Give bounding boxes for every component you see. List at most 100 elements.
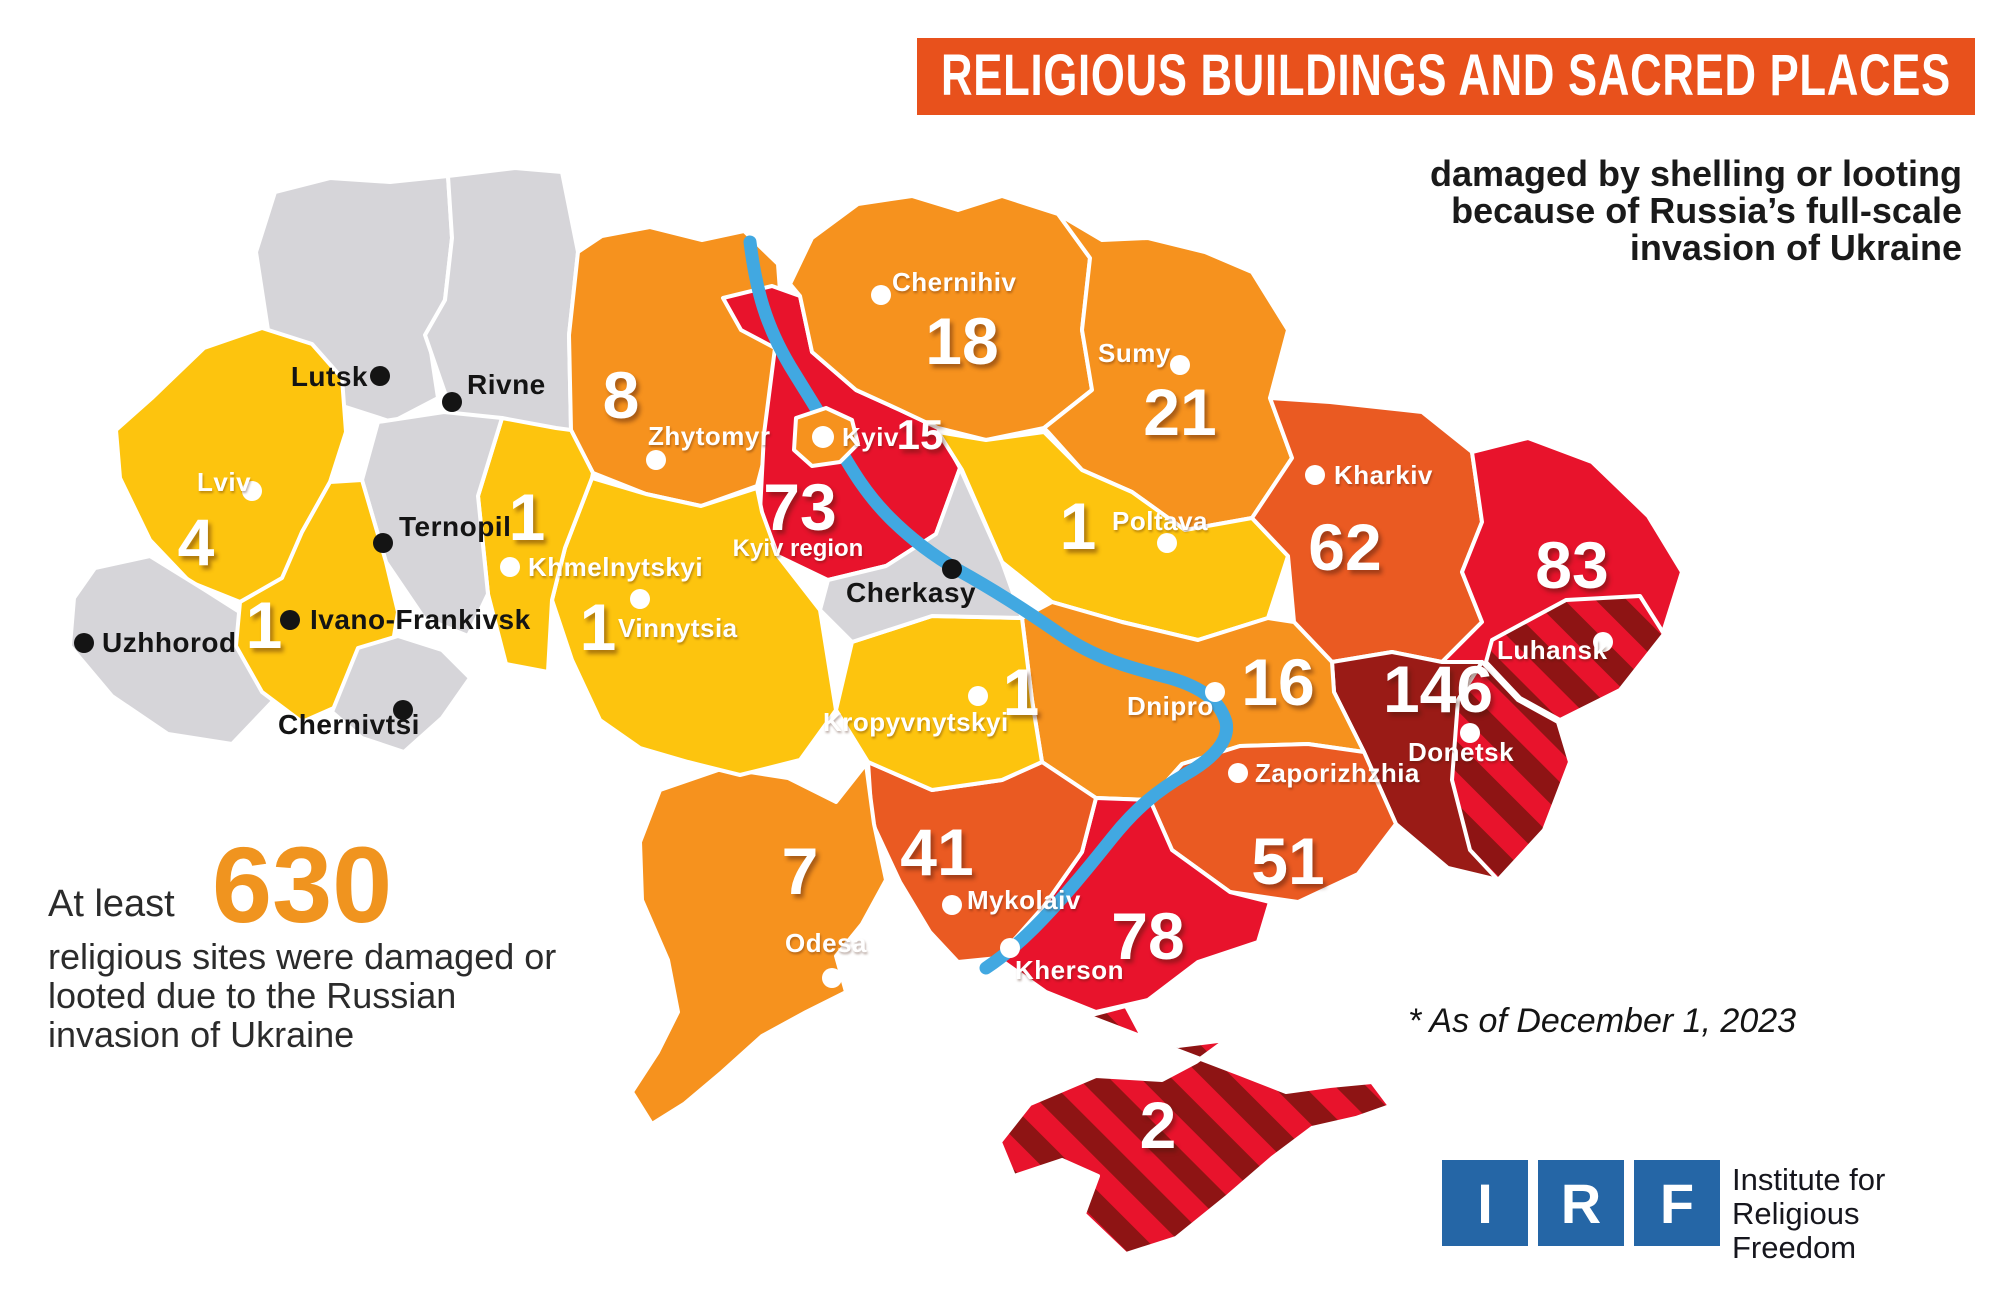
count-ivano-frankivsk: 1 bbox=[246, 588, 283, 662]
city-dot-kropyvnytskyi bbox=[968, 686, 988, 706]
city-label-chernivtsi: Chernivtsi bbox=[278, 709, 420, 740]
count-vinnytsia: 1 bbox=[580, 590, 617, 664]
title-banner bbox=[917, 38, 1975, 115]
city-label-lutsk: Lutsk bbox=[291, 361, 368, 392]
city-label-lviv: Lviv bbox=[197, 467, 251, 497]
irf-logo-square-f bbox=[1634, 1160, 1720, 1246]
count-lviv: 4 bbox=[178, 505, 215, 579]
city-dot-dnipro bbox=[1205, 682, 1225, 702]
region-crimea bbox=[998, 1004, 1392, 1256]
city-dot-donetsk bbox=[1460, 723, 1480, 743]
city-dot-sumy bbox=[1170, 355, 1190, 375]
city-dot-ivano-frankivsk bbox=[280, 610, 300, 630]
count-chernihiv: 18 bbox=[925, 304, 998, 378]
region-chernivtsi bbox=[330, 634, 472, 754]
city-label-kropyvnytskyi: Kropyvnytskyi bbox=[823, 707, 1009, 737]
city-label-cherkasy: Cherkasy bbox=[846, 577, 976, 608]
city-dots bbox=[74, 285, 1613, 988]
city-label-rivne: Rivne bbox=[467, 369, 546, 400]
page-title: RELIGIOUS BUILDINGS AND SACRED PLACES bbox=[941, 43, 1951, 108]
stat-line-2: looted due to the Russian bbox=[48, 975, 456, 1016]
city-label-donetsk: Donetsk bbox=[1408, 737, 1514, 767]
stat-line-1: religious sites were damaged or bbox=[48, 936, 556, 977]
count-odesa: 7 bbox=[782, 834, 819, 908]
count-crimea: 2 bbox=[1140, 1088, 1177, 1162]
as-of-date-footnote: * As of December 1, 2023 bbox=[1408, 1002, 1796, 1040]
city-dot-khmelnytskyi bbox=[500, 557, 520, 577]
ukraine-map bbox=[68, 166, 1684, 1256]
subtitle-line-1: damaged by shelling or looting bbox=[1430, 153, 1962, 194]
city-dot-kharkiv bbox=[1305, 465, 1325, 485]
count-dnipro: 16 bbox=[1241, 645, 1314, 719]
stat-total-number: 630 bbox=[212, 824, 392, 945]
city-dot-uzhhorod bbox=[74, 633, 94, 653]
irf-logo-square-i bbox=[1442, 1160, 1528, 1246]
city-dot-poltava bbox=[1157, 533, 1177, 553]
count-donetsk: 146 bbox=[1383, 652, 1493, 726]
city-dot-lutsk bbox=[370, 366, 390, 386]
irf-letter-f: F bbox=[1660, 1172, 1694, 1235]
city-label-kharkiv: Kharkiv bbox=[1334, 460, 1433, 490]
city-dot-cherkasy bbox=[942, 559, 962, 579]
city-label-sumy: Sumy bbox=[1098, 338, 1171, 368]
city-labels: Lutsk Rivne Ternopil Ivano-Frankivsk Uzh… bbox=[102, 267, 1607, 985]
irf-letter-i: I bbox=[1477, 1172, 1493, 1235]
city-dot-odesa bbox=[822, 968, 842, 988]
region-counts: 4 1 1 1 8 73 15 18 21 1 62 83 146 16 51 … bbox=[178, 304, 1609, 1162]
region-vinnytsia bbox=[550, 476, 838, 777]
count-mykolaiv: 41 bbox=[900, 815, 973, 889]
city-label-mykolaiv: Mykolaiv bbox=[967, 885, 1081, 915]
city-dot-lviv bbox=[242, 481, 262, 501]
city-dot-kherson bbox=[1000, 938, 1020, 958]
region-donetsk-occupied-hatch bbox=[1450, 660, 1572, 882]
city-dot-zhytomyr bbox=[646, 450, 666, 470]
count-luhansk: 83 bbox=[1535, 528, 1608, 602]
count-kharkiv: 62 bbox=[1308, 510, 1381, 584]
city-label-kyiv: Kyiv bbox=[842, 422, 899, 452]
count-sumy: 21 bbox=[1143, 375, 1216, 449]
count-kyiv-city: 15 bbox=[897, 411, 944, 458]
count-kyiv-region: 73 bbox=[763, 470, 836, 544]
stat-prefix: At least bbox=[48, 883, 175, 925]
subtitle-line-3: invasion of Ukraine bbox=[1630, 227, 1962, 268]
irf-letter-r: R bbox=[1561, 1172, 1601, 1235]
city-label-kherson: Kherson bbox=[1015, 955, 1124, 985]
irf-name-line-3: Freedom bbox=[1732, 1230, 1856, 1265]
city-dot-mykolaiv bbox=[942, 895, 962, 915]
city-label-uzhhorod: Uzhhorod bbox=[102, 627, 237, 658]
city-dot-zaporizhzhia bbox=[1228, 763, 1248, 783]
count-khmelnytskyi: 1 bbox=[509, 480, 546, 554]
city-label-zhytomyr: Zhytomyr bbox=[648, 421, 770, 451]
region-luhansk-occupied-hatch bbox=[1484, 594, 1666, 722]
region-zakarpattia bbox=[68, 554, 286, 746]
city-label-odesa: Odesa bbox=[785, 928, 867, 958]
city-label-poltava: Poltava bbox=[1112, 506, 1208, 536]
city-label-vinnytsia: Vinnytsia bbox=[618, 613, 738, 643]
count-poltava: 1 bbox=[1060, 489, 1097, 563]
irf-name-line-1: Institute for bbox=[1732, 1162, 1885, 1197]
city-dot-chernihiv bbox=[871, 285, 891, 305]
stat-line-3: invasion of Ukraine bbox=[48, 1014, 354, 1055]
city-label-ternopil: Ternopil bbox=[399, 511, 511, 542]
city-dot-chernivtsi bbox=[393, 700, 413, 720]
region-label-kyiv-region: Kyiv region bbox=[733, 535, 864, 562]
city-label-ivano-frankivsk: Ivano-Frankivsk bbox=[310, 604, 531, 635]
subtitle-line-2: because of Russia’s full-scale bbox=[1451, 190, 1962, 231]
count-kropyvnytskyi: 1 bbox=[1003, 655, 1040, 729]
header: RELIGIOUS BUILDINGS AND SACRED PLACES da… bbox=[917, 38, 1975, 268]
irf-logo: I R F Institute for Religious Freedom bbox=[1442, 1160, 1885, 1265]
city-label-zaporizhzhia: Zaporizhzhia bbox=[1255, 758, 1420, 788]
irf-logo-square-r bbox=[1538, 1160, 1624, 1246]
city-label-dnipro: Dnipro bbox=[1127, 691, 1214, 721]
city-dot-luhansk bbox=[1593, 632, 1613, 652]
city-dot-vinnytsia bbox=[630, 589, 650, 609]
irf-name-line-2: Religious bbox=[1732, 1196, 1860, 1231]
region-odesa bbox=[630, 762, 888, 1126]
city-label-khmelnytskyi: Khmelnytskyi bbox=[528, 552, 703, 582]
count-kherson: 78 bbox=[1111, 899, 1184, 973]
city-label-luhansk: Luhansk bbox=[1497, 635, 1607, 665]
city-dot-ternopil bbox=[373, 533, 393, 553]
region-cherkasy bbox=[818, 466, 1024, 644]
city-dot-rivne bbox=[442, 392, 462, 412]
